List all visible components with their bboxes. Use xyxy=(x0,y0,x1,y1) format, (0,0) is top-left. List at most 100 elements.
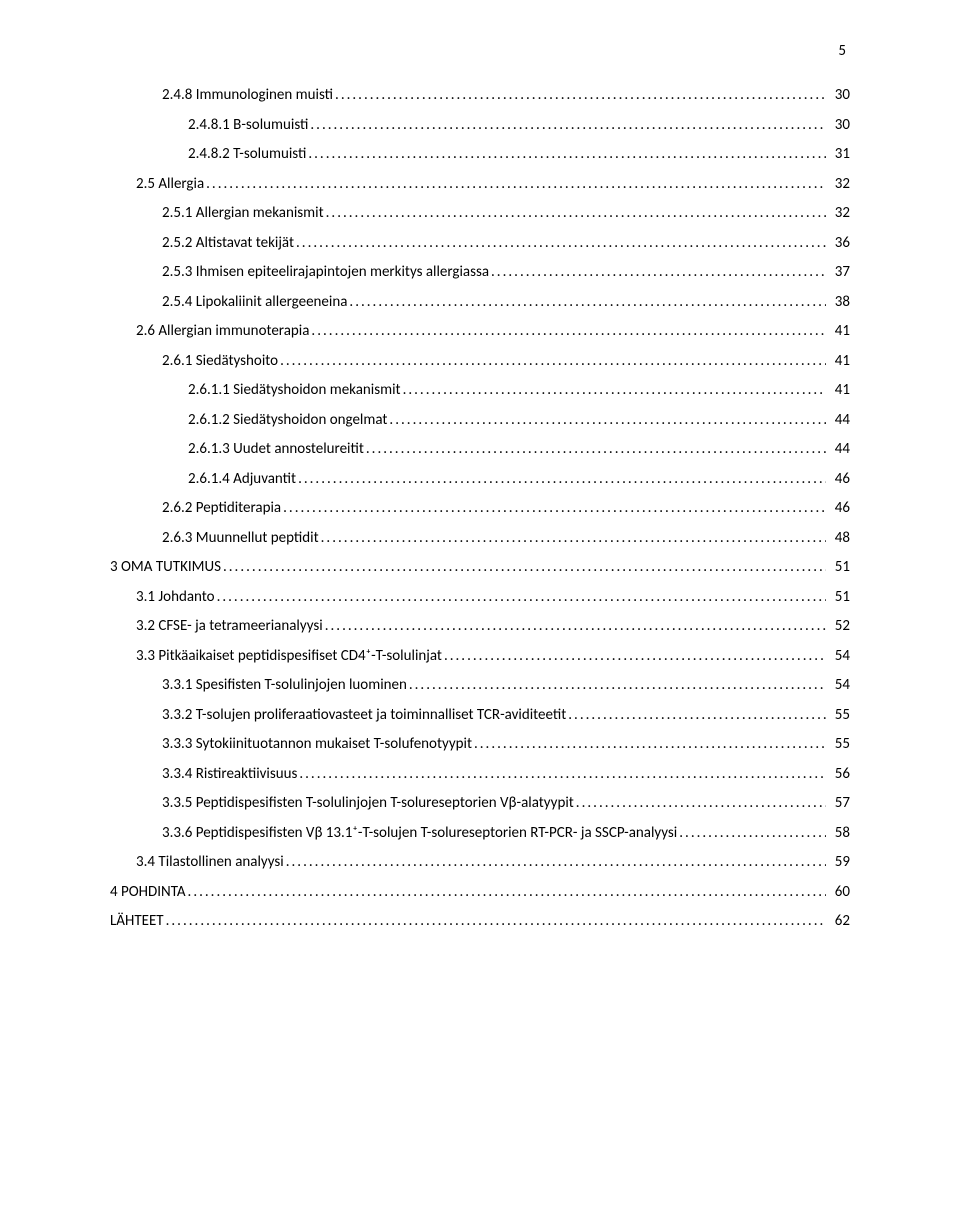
toc-entry-title: 3.3.4 Ristireaktiivisuus xyxy=(162,767,297,782)
toc-entry-title: 2.6.3 Muunnellut peptidit xyxy=(162,531,319,546)
toc-entry-page: 54 xyxy=(828,649,850,664)
toc-entry: 3.3.2 T-solujen proliferaatiovasteet ja … xyxy=(110,708,850,723)
toc-leader-dots xyxy=(325,619,826,634)
toc-leader-dots xyxy=(280,354,826,369)
toc-leader-dots xyxy=(310,118,826,133)
toc-entry: 3.3.6 Peptidispesifisten Vβ 13.1⁺-T-solu… xyxy=(110,826,850,841)
toc-entry-title: 2.6.1.4 Adjuvantit xyxy=(188,472,296,487)
toc-entry-page: 46 xyxy=(828,472,850,487)
toc-leader-dots xyxy=(206,177,826,192)
toc-leader-dots xyxy=(188,885,826,900)
toc-entry-page: 62 xyxy=(828,914,850,929)
toc-entry-title: 2.4.8 Immunologinen muisti xyxy=(162,88,333,103)
toc-leader-dots xyxy=(217,590,826,605)
toc-entry-page: 38 xyxy=(828,295,850,310)
toc-entry: 3.3 Pitkäaikaiset peptidispesifiset CD4⁺… xyxy=(110,649,850,664)
toc-entry: LÄHTEET 62 xyxy=(110,914,850,929)
toc-entry-page: 57 xyxy=(828,796,850,811)
toc-leader-dots xyxy=(321,531,826,546)
toc-entry-title: 2.5.1 Allergian mekanismit xyxy=(162,206,324,221)
toc-entry: 3.3.3 Sytokiinituotannon mukaiset T-solu… xyxy=(110,737,850,752)
toc-entry-title: 2.6.1.2 Siedätyshoidon ongelmat xyxy=(188,413,387,428)
toc-entry-title: 2.6 Allergian immunoterapia xyxy=(136,324,309,339)
toc-leader-dots xyxy=(403,383,826,398)
toc-entry: 2.6.1 Siedätyshoito41 xyxy=(110,354,850,369)
toc-entry: 2.6.1.3 Uudet annostelureitit 44 xyxy=(110,442,850,457)
toc-entry-title: 3.3.1 Spesifisten T-solulinjojen luomine… xyxy=(162,678,407,693)
toc-entry-title: 2.6.1.3 Uudet annostelureitit xyxy=(188,442,364,457)
toc-entry-page: 51 xyxy=(828,560,850,575)
toc-entry-page: 48 xyxy=(828,531,850,546)
toc-entry-page: 32 xyxy=(828,177,850,192)
toc-entry-page: 41 xyxy=(828,324,850,339)
toc-entry: 2.4.8.2 T-solumuisti 31 xyxy=(110,147,850,162)
toc-entry: 2.6.1.2 Siedätyshoidon ongelmat 44 xyxy=(110,413,850,428)
toc-leader-dots xyxy=(366,442,826,457)
toc-entry: 2.6.3 Muunnellut peptidit 48 xyxy=(110,531,850,546)
toc-entry: 2.6.1.1 Siedätyshoidon mekanismit 41 xyxy=(110,383,850,398)
toc-entry: 2.5 Allergia 32 xyxy=(110,177,850,192)
toc-entry: 3.3.5 Peptidispesifisten T-solulinjojen … xyxy=(110,796,850,811)
toc-entry-page: 30 xyxy=(828,118,850,133)
toc-entry-title: 3.3.6 Peptidispesifisten Vβ 13.1⁺-T-solu… xyxy=(162,826,677,841)
toc-entry: 2.6.1.4 Adjuvantit 46 xyxy=(110,472,850,487)
toc-entry-page: 55 xyxy=(828,708,850,723)
toc-entry-page: 30 xyxy=(828,88,850,103)
toc-entry: 2.6 Allergian immunoterapia 41 xyxy=(110,324,850,339)
toc-leader-dots xyxy=(311,324,826,339)
toc-entry: 2.5.1 Allergian mekanismit 32 xyxy=(110,206,850,221)
toc-entry-title: 3.3.2 T-solujen proliferaatiovasteet ja … xyxy=(162,708,566,723)
toc-entry-title: 3.2 CFSE- ja tetrameerianalyysi xyxy=(136,619,323,634)
toc-entry-title: 2.6.1.1 Siedätyshoidon mekanismit xyxy=(188,383,401,398)
toc-entry: 3.3.4 Ristireaktiivisuus 56 xyxy=(110,767,850,782)
toc-leader-dots xyxy=(444,649,826,664)
page: 5 2.4.8 Immunologinen muisti302.4.8.1 B-… xyxy=(0,0,960,1223)
toc-entry-page: 60 xyxy=(828,885,850,900)
toc-entry-title: 2.5 Allergia xyxy=(136,177,204,192)
toc-entry-page: 44 xyxy=(828,413,850,428)
toc-entry-page: 31 xyxy=(828,147,850,162)
toc-leader-dots xyxy=(335,88,826,103)
toc-entry: 2.5.2 Altistavat tekijät36 xyxy=(110,236,850,251)
toc-leader-dots xyxy=(283,501,826,516)
toc-entry-title: LÄHTEET xyxy=(110,914,164,929)
toc-leader-dots xyxy=(679,826,826,841)
toc-leader-dots xyxy=(298,472,826,487)
toc-entry-page: 58 xyxy=(828,826,850,841)
toc-entry: 3.4 Tilastollinen analyysi59 xyxy=(110,855,850,870)
toc-entry-page: 51 xyxy=(828,590,850,605)
toc-entry-title: 3 OMA TUTKIMUS xyxy=(110,560,221,575)
toc-entry: 3.3.1 Spesifisten T-solulinjojen luomine… xyxy=(110,678,850,693)
toc-entry-page: 37 xyxy=(828,265,850,280)
toc-leader-dots xyxy=(474,737,826,752)
toc-entry: 4 POHDINTA60 xyxy=(110,885,850,900)
toc-leader-dots xyxy=(389,413,826,428)
toc-entry-page: 59 xyxy=(828,855,850,870)
toc-entry-title: 2.6.2 Peptiditerapia xyxy=(162,501,281,516)
toc-entry: 2.5.4 Lipokaliinit allergeeneina38 xyxy=(110,295,850,310)
toc-entry-page: 36 xyxy=(828,236,850,251)
toc-leader-dots xyxy=(349,295,826,310)
toc-leader-dots xyxy=(296,236,826,251)
toc-entry: 2.5.3 Ihmisen epiteelirajapintojen merki… xyxy=(110,265,850,280)
toc-entry: 2.4.8 Immunologinen muisti 30 xyxy=(110,88,850,103)
toc-entry: 2.4.8.1 B-solumuisti 30 xyxy=(110,118,850,133)
table-of-contents: 2.4.8 Immunologinen muisti302.4.8.1 B-so… xyxy=(110,88,850,929)
toc-entry: 3 OMA TUTKIMUS 51 xyxy=(110,560,850,575)
toc-entry: 3.2 CFSE- ja tetrameerianalyysi 52 xyxy=(110,619,850,634)
toc-entry-page: 56 xyxy=(828,767,850,782)
toc-leader-dots xyxy=(326,206,826,221)
toc-leader-dots xyxy=(286,855,826,870)
toc-entry-page: 41 xyxy=(828,383,850,398)
toc-entry-title: 3.3.5 Peptidispesifisten T-solulinjojen … xyxy=(162,796,574,811)
toc-entry: 3.1 Johdanto51 xyxy=(110,590,850,605)
toc-leader-dots xyxy=(299,767,826,782)
toc-entry-title: 3.3.3 Sytokiinituotannon mukaiset T-solu… xyxy=(162,737,472,752)
toc-entry-page: 44 xyxy=(828,442,850,457)
toc-entry-page: 32 xyxy=(828,206,850,221)
toc-leader-dots xyxy=(308,147,826,162)
toc-entry-title: 2.4.8.1 B-solumuisti xyxy=(188,118,308,133)
toc-entry-page: 52 xyxy=(828,619,850,634)
toc-entry-title: 2.4.8.2 T-solumuisti xyxy=(188,147,306,162)
toc-leader-dots xyxy=(223,560,826,575)
